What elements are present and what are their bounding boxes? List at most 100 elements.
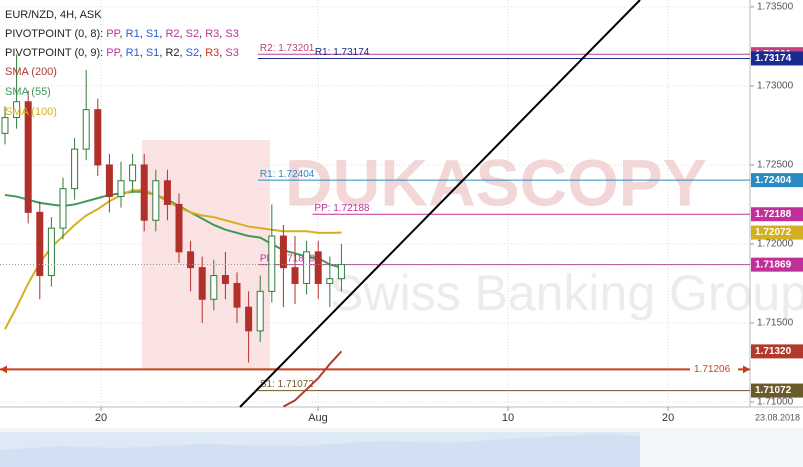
axis-badge — [751, 383, 803, 398]
candle-body — [117, 180, 125, 198]
legend-text: R2 — [165, 47, 179, 59]
legend-text: S1 — [146, 28, 159, 40]
candle-body — [140, 164, 148, 221]
pivot-label: S1: 1.71072 — [260, 379, 314, 390]
x-tick-label: 20 — [95, 412, 107, 424]
candle-body — [314, 251, 322, 284]
legend-text: R1 — [126, 28, 140, 40]
candle-body — [47, 227, 55, 277]
candle-body — [163, 180, 171, 205]
axis-badge-label: 1.72072 — [755, 227, 792, 238]
legend-text: S2 — [186, 47, 199, 59]
y-tick-label: 1.71000 — [757, 397, 794, 408]
candle-body — [221, 275, 229, 284]
candle-body — [59, 188, 67, 229]
legend-text: , — [120, 47, 126, 59]
legend-text: , — [159, 28, 165, 40]
legend-text: S2 — [186, 28, 199, 40]
legend-text: , — [199, 47, 205, 59]
pivot-label: PP: 1.71869 — [260, 253, 315, 264]
date-label: 23.08.2018 — [755, 412, 800, 422]
candle-body — [1, 117, 9, 134]
pivot-label: PP: 1.72188 — [314, 203, 369, 214]
pivot-label: R1: 1.73174 — [315, 47, 370, 58]
x-tick-label: 20 — [662, 412, 674, 424]
sma-line — [282, 350, 343, 408]
candle-body — [268, 235, 276, 292]
axis-badge — [751, 344, 803, 359]
legend-text: , — [120, 28, 126, 40]
y-tick-label: 1.71500 — [757, 318, 794, 329]
legend-text: , — [180, 28, 186, 40]
candle-body — [210, 275, 218, 300]
chart-title: EUR/NZD, 4H, ASK — [5, 9, 102, 21]
candle-body — [337, 263, 345, 280]
legend-text: PP — [106, 47, 120, 59]
x-tick-label: Aug — [308, 412, 328, 424]
legend-text: , — [180, 47, 186, 59]
legend-text: , — [140, 47, 146, 59]
legend-text: S1 — [146, 47, 159, 59]
legend-entry: SMA (100) — [5, 106, 57, 118]
axis-badge-label: 1.71320 — [755, 346, 792, 357]
candle-body — [256, 290, 264, 332]
candle-body — [152, 180, 160, 221]
candle-body — [187, 251, 195, 269]
legend-entry: PIVOTPOINT (0, 8): PP, R1, S1, R2, S2, R… — [5, 28, 239, 40]
candle-body — [105, 164, 113, 198]
axis-badge — [751, 207, 803, 222]
candle-body — [303, 251, 311, 284]
y-tick-label: 1.73000 — [757, 81, 794, 92]
watermark-logo — [142, 140, 270, 370]
candle-body — [129, 164, 137, 182]
axis-badge-label: 1.73174 — [755, 53, 792, 64]
trendline — [239, 0, 641, 408]
x-tick-label: 10 — [502, 412, 514, 424]
watermark-title: DUKASCOPY — [285, 145, 707, 219]
candle-body — [175, 203, 183, 253]
axis-badge-label: 1.71869 — [755, 259, 792, 270]
candle-body — [198, 267, 206, 300]
axis-badge-label: 1.72404 — [755, 175, 792, 186]
legend-text: , — [159, 47, 165, 59]
axis-badge — [751, 225, 803, 240]
y-tick-label: 1.73500 — [757, 2, 794, 13]
axis-badge-label: 1.71072 — [755, 385, 792, 396]
navigator-window — [0, 432, 640, 467]
candle-body — [13, 101, 21, 119]
candle-body — [36, 211, 44, 277]
legend-text: R3 — [205, 28, 219, 40]
candle-body — [279, 235, 287, 269]
pivot-label: R2: 1.73201 — [260, 43, 315, 54]
legend-text: , — [140, 28, 146, 40]
candle-body — [71, 148, 79, 190]
candle-body — [245, 306, 253, 332]
candle-body — [233, 282, 241, 308]
candle-body — [326, 278, 334, 284]
legend-text: R3 — [205, 47, 219, 59]
y-tick-label: 1.72500 — [757, 160, 794, 171]
legend-text: PIVOTPOINT (0, 8): — [5, 28, 106, 40]
legend-text: , — [219, 47, 225, 59]
legend-text: PIVOTPOINT (0, 9): — [5, 47, 106, 59]
watermark-subtitle: Swiss Banking Group — [330, 265, 803, 321]
legend-text: R2 — [165, 28, 179, 40]
axis-badge — [751, 257, 803, 272]
axis-badge — [751, 51, 803, 66]
axis-badge-label: 1.72188 — [755, 209, 792, 220]
legend-text: PP — [106, 28, 120, 40]
axis-badge — [751, 173, 803, 188]
candle-body — [82, 109, 90, 150]
line-label: 1.71206 — [694, 364, 731, 375]
pivot-label: R1: 1.72404 — [260, 169, 315, 180]
candle-body — [94, 109, 102, 166]
sma-line — [4, 189, 342, 330]
legend-text: S3 — [225, 47, 238, 59]
candle-body — [291, 267, 299, 284]
candle-body — [24, 101, 32, 213]
legend-entry: PIVOTPOINT (0, 9): PP, R1, S1, R2, S2, R… — [5, 47, 239, 59]
legend-text: S3 — [225, 28, 238, 40]
legend-entry: SMA (55) — [5, 86, 51, 98]
